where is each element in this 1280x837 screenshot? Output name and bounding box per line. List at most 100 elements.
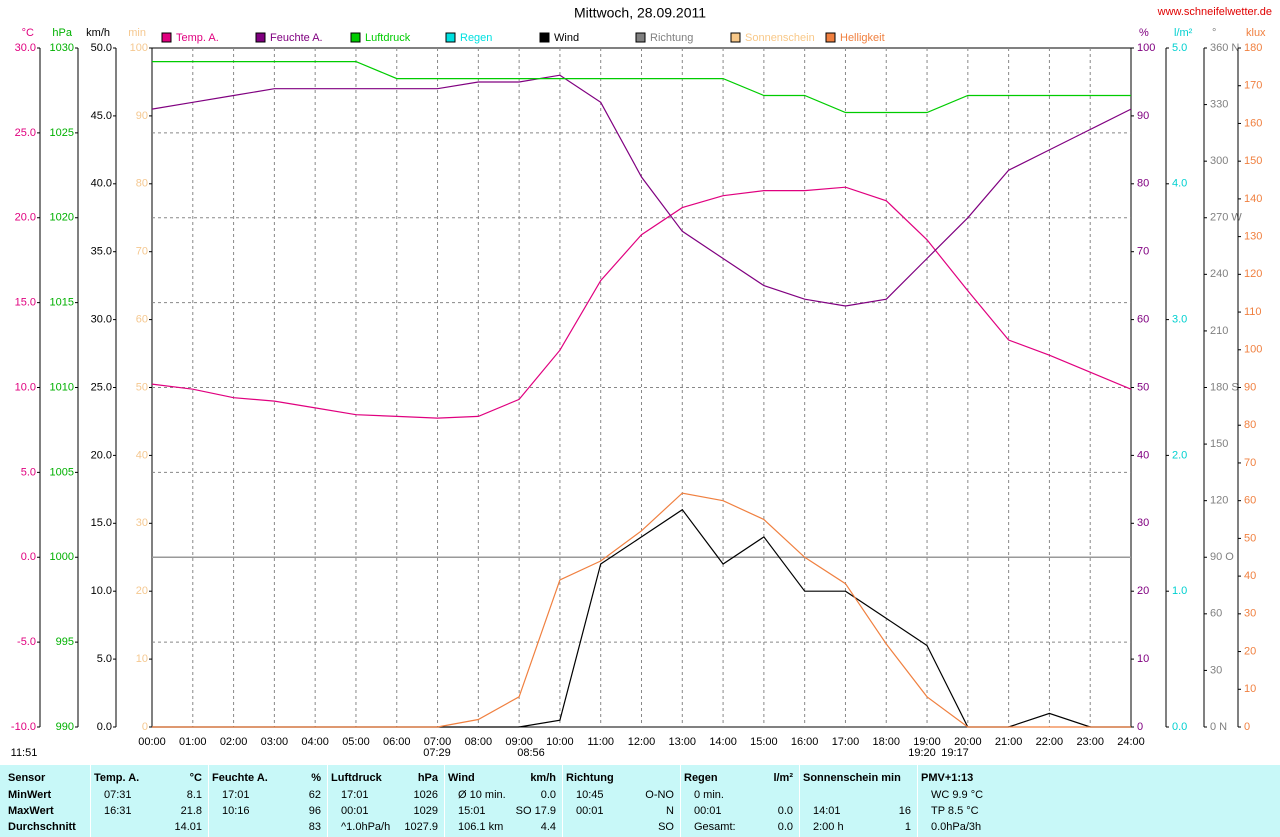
- table-cell: 1027.9: [404, 821, 438, 833]
- y-tick-label: 10: [1244, 683, 1256, 695]
- y-tick-label: 40: [1137, 449, 1149, 461]
- column-header: Temp. A.: [94, 772, 140, 784]
- table-cell: WC 9.9 °C: [931, 789, 984, 801]
- legend-label: Regen: [460, 32, 492, 44]
- table-cell: 10:16: [222, 805, 250, 817]
- chart-title: Mittwoch, 28.09.2011: [574, 5, 706, 21]
- table-cell: 106.1 km: [458, 821, 504, 833]
- y-tick-label: 50: [136, 381, 148, 393]
- table-cell: 0 min.: [694, 789, 724, 801]
- x-tick-label: 12:00: [628, 736, 656, 748]
- x-tick-label: 21:00: [995, 736, 1023, 748]
- y-tick-label: 270 W: [1210, 212, 1242, 224]
- y-tick-label: 150: [1244, 155, 1262, 167]
- table-cell: O-NO: [645, 789, 674, 801]
- column-divider: [799, 765, 800, 837]
- annotation: 19:20: [908, 747, 936, 759]
- y-tick-label: 3.0: [1172, 314, 1187, 326]
- y-tick-label: 20: [136, 585, 148, 597]
- table-cell: MinWert: [8, 789, 52, 801]
- table-cell: 00:01: [576, 805, 604, 817]
- site-link[interactable]: www.schneifelwetter.de: [1157, 6, 1272, 18]
- table-cell: 14.01: [174, 821, 202, 833]
- y-tick-label: 0 N: [1210, 721, 1227, 733]
- y-tick-label: 90: [1244, 381, 1256, 393]
- axis-unit: min: [128, 27, 146, 39]
- column-header: Sensor: [8, 772, 46, 784]
- y-tick-label: 5.0: [97, 653, 112, 665]
- table-cell: 0.0: [777, 821, 793, 833]
- y-tick-label: 1005: [50, 466, 74, 478]
- column-unit: %: [311, 772, 321, 784]
- x-tick-label: 11:00: [587, 736, 614, 748]
- y-tick-label: 30: [1210, 664, 1222, 676]
- y-tick-label: 1025: [50, 127, 74, 139]
- y-tick-label: 1.0: [1172, 585, 1187, 597]
- table-cell: SO 17.9: [515, 805, 556, 817]
- x-tick-label: 14:00: [709, 736, 737, 748]
- table-cell: 0.0hPa/3h: [931, 821, 982, 833]
- y-tick-label: 0.0: [97, 721, 112, 733]
- x-tick-label: 13:00: [669, 736, 697, 748]
- x-tick-label: 15:00: [750, 736, 778, 748]
- column-divider: [327, 765, 328, 837]
- y-tick-label: 70: [1244, 457, 1256, 469]
- annotation: 07:29: [423, 747, 451, 759]
- y-tick-label: 180 S: [1210, 381, 1239, 393]
- y-tick-label: 130: [1244, 231, 1262, 243]
- table-cell: SO: [658, 821, 674, 833]
- legend-swatch: [730, 32, 741, 43]
- axis-unit: klux: [1246, 27, 1266, 39]
- table-cell: TP 8.5 °C: [931, 805, 979, 817]
- table-cell: 62: [308, 789, 321, 801]
- annotation: 19:17: [941, 747, 969, 759]
- table-cell: 8.1: [186, 789, 202, 801]
- legend-swatch: [255, 32, 266, 43]
- y-tick-label: 60: [1244, 495, 1256, 507]
- y-tick-label: 20: [1244, 645, 1256, 657]
- table-cell: Gesamt:: [694, 821, 736, 833]
- x-tick-label: 07:00: [424, 736, 452, 748]
- axis-unit: hPa: [52, 27, 72, 39]
- y-tick-label: 140: [1244, 193, 1262, 205]
- x-tick-label: 09:00: [505, 736, 533, 748]
- table-cell: Durchschnitt: [8, 821, 76, 833]
- y-tick-label: 90: [136, 110, 148, 122]
- column-header: PMV+1:13: [921, 772, 974, 784]
- y-tick-label: 995: [56, 636, 74, 648]
- table-cell: 96: [308, 805, 321, 817]
- y-tick-label: 90: [1137, 110, 1149, 122]
- y-tick-label: 30.0: [91, 314, 112, 326]
- y-tick-label: 20.0: [15, 212, 36, 224]
- y-tick-label: 25.0: [15, 127, 36, 139]
- table-column: Sensor MinWert MaxWert Durchschnitt: [8, 765, 84, 837]
- table-cell: Ø 10 min.: [458, 789, 506, 801]
- y-tick-label: 45.0: [91, 110, 112, 122]
- series-line: [152, 61, 1131, 114]
- y-tick-label: 120: [1210, 495, 1228, 507]
- y-tick-label: 30: [1244, 608, 1256, 620]
- table-cell: 1: [904, 821, 911, 833]
- y-tick-label: 80: [1137, 178, 1149, 190]
- x-tick-label: 22:00: [1036, 736, 1064, 748]
- table-cell: 00:01: [341, 805, 369, 817]
- table-cell: ^1.0hPa/h: [341, 821, 391, 833]
- y-tick-label: -5.0: [17, 636, 36, 648]
- column-header: Luftdruck: [331, 772, 382, 784]
- x-tick-label: 16:00: [791, 736, 819, 748]
- y-tick-label: 15.0: [91, 517, 112, 529]
- table-cell: 2:00 h: [813, 821, 844, 833]
- column-unit: km/h: [530, 772, 556, 784]
- legend-swatch: [635, 32, 646, 43]
- legend-label: Richtung: [650, 32, 693, 44]
- x-tick-label: 10:00: [546, 736, 574, 748]
- column-divider: [562, 765, 563, 837]
- y-tick-label: 1020: [50, 212, 74, 224]
- axis-unit: °C: [22, 27, 34, 39]
- column-divider: [917, 765, 918, 837]
- table-column: Sonnenschein min 14:01 16 2:00 h 1: [803, 765, 911, 837]
- y-tick-label: 1000: [50, 551, 74, 563]
- legend-swatch: [445, 32, 456, 43]
- column-header: Feuchte A.: [212, 772, 268, 784]
- table-cell: 15:01: [458, 805, 486, 817]
